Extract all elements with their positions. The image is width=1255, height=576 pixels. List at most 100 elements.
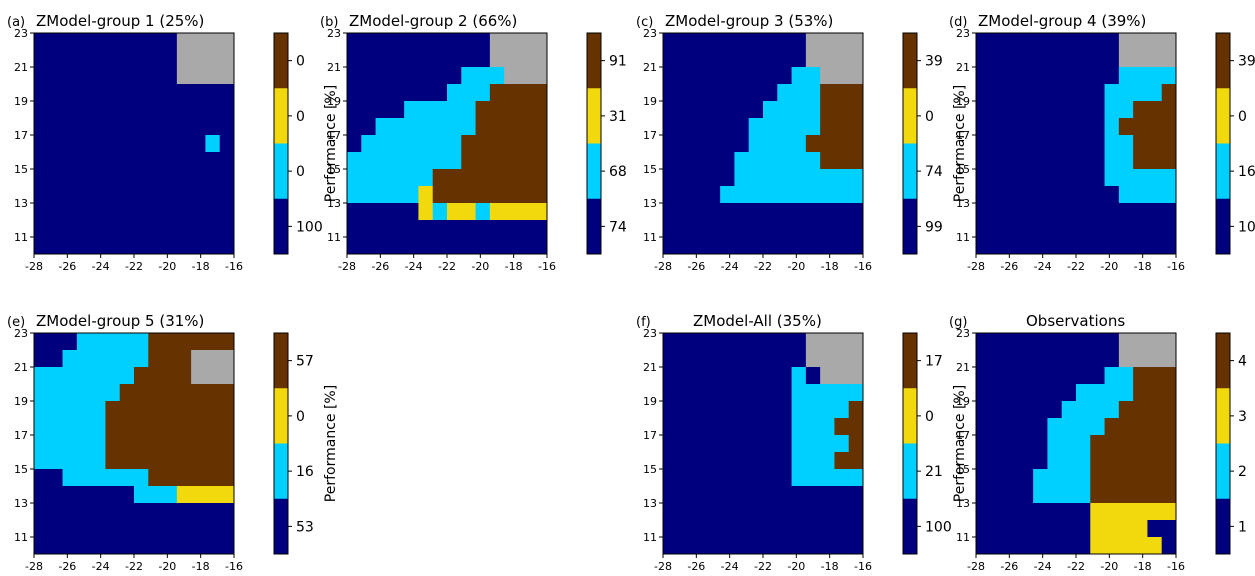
heatmap-cell xyxy=(105,152,121,170)
heatmap-cell xyxy=(205,401,221,419)
heatmap-cell xyxy=(976,486,991,504)
y-tick-label: 17 xyxy=(14,429,28,442)
heatmap-cell xyxy=(1090,33,1105,51)
x-tick-label: -20 xyxy=(787,260,805,273)
heatmap-cell xyxy=(990,135,1005,153)
heatmap-cell xyxy=(176,401,192,419)
x-tick-label: -26 xyxy=(687,560,705,573)
heatmap-cell xyxy=(389,237,405,255)
heatmap-cell xyxy=(148,418,163,436)
x-tick-label: -28 xyxy=(967,260,985,273)
heatmap-cell xyxy=(663,169,678,187)
heatmap-cell xyxy=(705,401,721,419)
heatmap-cell xyxy=(432,135,448,153)
heatmap-cell xyxy=(848,435,864,453)
heatmap-cell xyxy=(432,220,448,238)
heatmap-cell xyxy=(677,520,692,538)
heatmap-cell xyxy=(191,367,206,385)
heatmap-cell xyxy=(791,537,807,555)
heatmap-cell xyxy=(489,237,505,255)
y-tick-label: 23 xyxy=(14,327,28,340)
heatmap-cell xyxy=(461,152,476,170)
heatmap-cell xyxy=(1147,135,1163,153)
heatmap-cell xyxy=(105,135,121,153)
heatmap-cell xyxy=(76,537,92,555)
panel-title: ZModel-All (35%) xyxy=(693,312,822,330)
y-tick-label: 23 xyxy=(956,27,970,40)
colorbar-tick-label: 16 xyxy=(296,464,314,480)
heatmap-cell xyxy=(148,203,163,221)
y-tick-label: 11 xyxy=(643,231,657,244)
y-tick-label: 11 xyxy=(643,531,657,544)
heatmap-cell xyxy=(1147,435,1163,453)
heatmap-cell xyxy=(1047,333,1063,351)
heatmap-cell xyxy=(205,537,221,555)
heatmap-cell xyxy=(848,486,864,504)
heatmap-cell xyxy=(34,435,49,453)
heatmap-cell xyxy=(677,186,692,204)
heatmap-cell xyxy=(1033,384,1048,402)
heatmap-cell xyxy=(1061,237,1077,255)
heatmap-cell xyxy=(119,418,135,436)
heatmap-cell xyxy=(834,203,850,221)
heatmap-cell xyxy=(1118,220,1134,238)
heatmap-cell xyxy=(91,435,106,453)
heatmap-cell xyxy=(763,384,778,402)
heatmap-cell xyxy=(134,135,149,153)
heatmap-cell xyxy=(748,469,764,487)
y-tick-label: 17 xyxy=(643,429,657,442)
heatmap-cell xyxy=(518,84,534,102)
heatmap-cell xyxy=(191,186,206,204)
heatmap-cell xyxy=(1004,101,1020,119)
heatmap-cell xyxy=(1161,486,1177,504)
heatmap-cell xyxy=(461,203,476,221)
heatmap-cell xyxy=(748,101,764,119)
heatmap-cell xyxy=(1047,452,1063,470)
heatmap-cell xyxy=(176,435,192,453)
heatmap-cell xyxy=(447,152,462,170)
heatmap-cell xyxy=(48,152,63,170)
heatmap-cell xyxy=(791,84,807,102)
heatmap-cell xyxy=(663,520,678,538)
heatmap-cell xyxy=(763,203,778,221)
heatmap-cell xyxy=(805,384,821,402)
heatmap-cell xyxy=(504,220,519,238)
heatmap-cell xyxy=(1133,169,1148,187)
heatmap-cell xyxy=(1118,135,1134,153)
colorbar-tick-label: 53 xyxy=(296,519,314,535)
heatmap-cell xyxy=(176,537,192,555)
heatmap-cell xyxy=(1118,537,1134,555)
heatmap-cell xyxy=(834,220,850,238)
heatmap-cell xyxy=(705,169,721,187)
heatmap-cell xyxy=(1061,101,1077,119)
heatmap-cell xyxy=(848,401,864,419)
x-tick-label: -20 xyxy=(158,260,176,273)
heatmap-cell xyxy=(1104,537,1120,555)
heatmap-cell xyxy=(48,169,63,187)
heatmap-cell xyxy=(62,101,78,119)
y-tick-label: 11 xyxy=(327,231,341,244)
heatmap-cell xyxy=(748,118,764,136)
heatmap-cell xyxy=(791,50,807,68)
heatmap-cell xyxy=(62,384,78,402)
heatmap-cell xyxy=(976,469,991,487)
heatmap-cell xyxy=(1061,418,1077,436)
heatmap-cell xyxy=(1133,67,1148,85)
heatmap-cell xyxy=(48,486,63,504)
heatmap-cell xyxy=(777,237,792,255)
heatmap-cell xyxy=(791,33,807,51)
heatmap-cell xyxy=(148,367,163,385)
y-tick-label: 17 xyxy=(956,129,970,142)
x-tick-label: -20 xyxy=(471,260,489,273)
heatmap-cell xyxy=(663,401,678,419)
heatmap-cell xyxy=(1018,33,1034,51)
heatmap-cell xyxy=(119,152,135,170)
heatmap-cell xyxy=(34,118,49,136)
heatmap-cell xyxy=(105,486,121,504)
heatmap-cell xyxy=(805,152,821,170)
heatmap-cell xyxy=(734,537,750,555)
heatmap-cell xyxy=(720,350,735,368)
heatmap-cell xyxy=(777,220,792,238)
heatmap-cell xyxy=(475,169,491,187)
heatmap-cell xyxy=(34,169,49,187)
